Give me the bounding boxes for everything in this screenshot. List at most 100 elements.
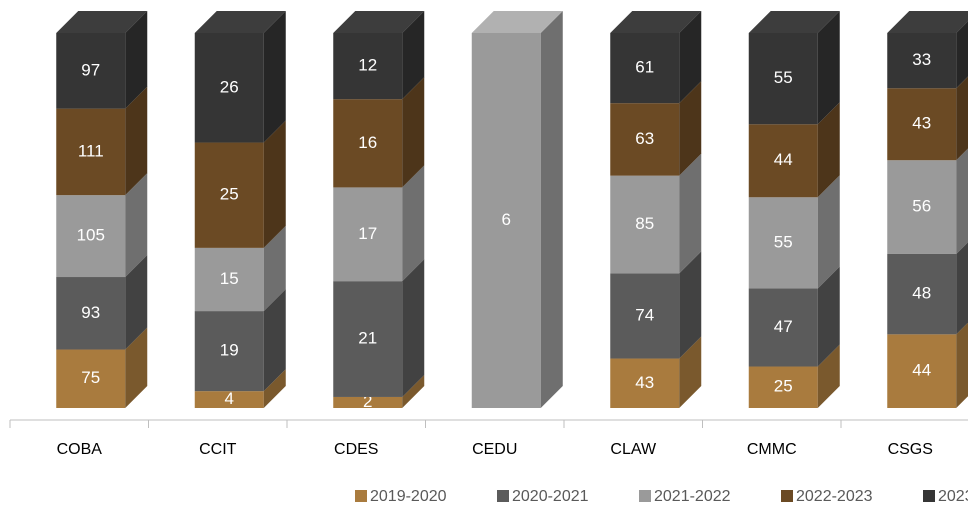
bar-segment [333,33,403,100]
bar-side [263,289,286,392]
bar-side [402,165,425,282]
data-label: 47 [774,317,793,336]
bar-segment [194,247,264,312]
legend-label: 2021-2022 [654,488,731,505]
bar-segment [610,358,680,408]
data-label: 63 [635,129,654,148]
data-label: 19 [220,341,239,360]
bar-segment [610,273,680,359]
bar-segment [194,142,264,248]
data-label: 55 [774,232,793,251]
bar-side [402,259,425,397]
bar-segment [333,99,403,188]
data-label: 33 [912,50,931,69]
data-label: 44 [774,150,793,169]
bar-segment [194,33,264,143]
bar-side [679,336,702,408]
bar-side [679,153,702,274]
data-label: 55 [774,68,793,87]
legend-label: 2020-2021 [512,488,589,505]
bar-side [263,120,286,248]
x-tick-label: CDES [334,441,378,458]
bar-side [125,327,148,408]
bar-side [679,251,702,359]
bar-segment [887,88,957,161]
legend-swatch [781,490,793,502]
bar-side [679,81,702,176]
bar-side [402,77,425,188]
bar-segment [748,33,818,125]
bar-top [194,11,286,33]
bar-side [956,21,968,89]
data-label: 44 [912,361,931,380]
x-tick-label: CLAW [610,441,657,458]
bar-side [956,242,968,335]
bar-side [125,255,148,350]
data-label: 16 [358,133,377,152]
bar-top [887,11,968,33]
bar-segment [610,175,680,274]
data-label: 17 [358,224,377,243]
legend-label: 2022-2023 [796,488,873,505]
bar-top [471,11,563,33]
legend-swatch [923,490,935,502]
bar-side [817,175,840,289]
bar-segment [56,277,126,350]
bar-side [817,102,840,198]
data-label: 105 [77,226,105,245]
bar-top [333,11,425,33]
data-label: 111 [78,141,104,160]
legend-swatch [639,490,651,502]
bar-side [263,225,286,312]
bar-side [125,86,148,196]
x-tick-label: CSGS [888,441,933,458]
data-label: 21 [358,329,377,348]
bar-side [540,11,563,408]
data-label: 97 [81,60,100,79]
bar-top [748,11,840,33]
bar-side [402,374,425,408]
bar-segment [56,108,126,196]
legend-label: 2019-2020 [370,488,447,505]
bar-segment [610,103,680,176]
bar-side [817,266,840,367]
bar-segment [887,160,957,254]
bar-side [402,11,425,100]
bar-segment [56,349,126,408]
bar-side [817,11,840,125]
bar-segment [610,33,680,104]
data-label: 93 [81,303,100,322]
bar-segment [333,396,403,408]
data-label: 43 [912,114,931,133]
bar-segment [333,281,403,397]
bar-segment [887,334,957,408]
data-label: 61 [635,58,654,77]
x-tick-label: COBA [57,441,103,458]
x-tick-label: CMMC [747,441,797,458]
bar-side [956,76,968,161]
bar-side [956,148,968,254]
x-tick-label: CEDU [472,441,517,458]
legend-label: 2023-2024 [938,488,968,505]
data-label: 56 [912,197,931,216]
data-label: 15 [220,269,239,288]
data-label: 12 [358,56,377,75]
bar-side [125,173,148,278]
data-label: 25 [220,185,239,204]
bar-side [263,11,286,143]
bar-segment [56,33,126,109]
legend-swatch [497,490,509,502]
data-label: 26 [220,77,239,96]
bar-segment [748,124,818,198]
data-label: 48 [912,284,931,303]
bar-side [956,322,968,408]
bar-segment [887,33,957,89]
data-label: 4 [225,389,234,408]
data-label: 25 [774,377,793,396]
bar-segment [194,311,264,392]
bar-segment [56,195,126,278]
bar-segment [748,197,818,289]
bar-top [610,11,702,33]
legend-swatch [355,490,367,502]
